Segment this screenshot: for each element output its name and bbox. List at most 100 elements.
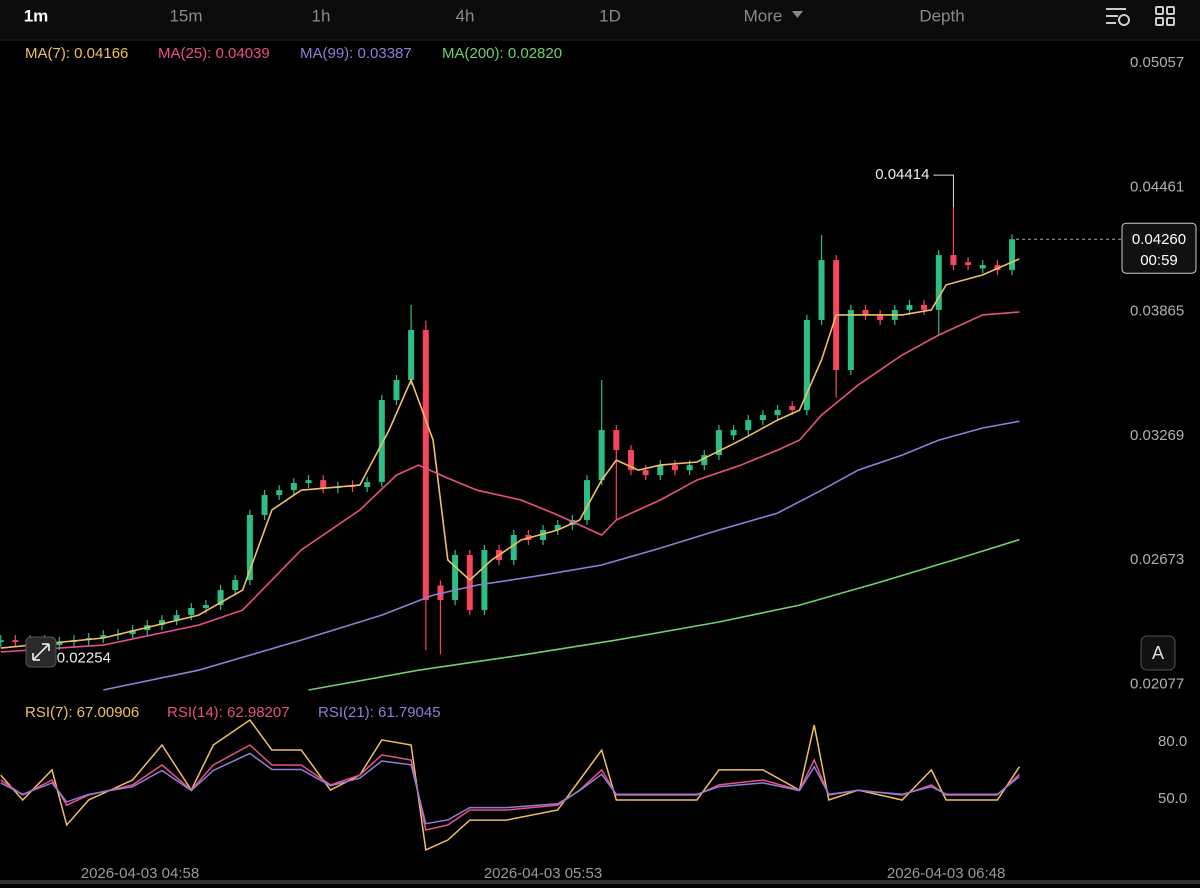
candle-body bbox=[232, 580, 239, 591]
y-tick-label: 80.0 bbox=[1158, 733, 1187, 750]
candle-body bbox=[979, 265, 986, 269]
candle-body bbox=[510, 535, 517, 561]
price-tag-label: 0.04260 bbox=[1132, 231, 1186, 248]
candle-body bbox=[12, 640, 19, 643]
candle-body bbox=[481, 550, 488, 611]
candle-body bbox=[598, 430, 605, 481]
candle-body bbox=[642, 470, 649, 476]
candle-body bbox=[422, 329, 429, 601]
candle-body bbox=[803, 319, 810, 411]
layout-icon[interactable] bbox=[1155, 6, 1175, 26]
candle-body bbox=[378, 400, 385, 483]
candle-body bbox=[906, 304, 913, 310]
candle-body bbox=[320, 480, 327, 489]
moving-average-line bbox=[0, 311, 1020, 653]
auto-scale-button[interactable]: A bbox=[1140, 635, 1176, 671]
candle-body bbox=[188, 608, 195, 616]
candle-body bbox=[261, 494, 268, 515]
candle-body bbox=[100, 635, 107, 639]
legend-entry: MA(25): 0.04039 bbox=[158, 45, 270, 62]
button-label[interactable]: A bbox=[1152, 643, 1164, 663]
y-tick-label: 0.05057 bbox=[1130, 54, 1184, 71]
candle-body bbox=[217, 590, 224, 606]
y-tick-label: 0.02077 bbox=[1130, 676, 1184, 693]
tab[interactable]: More bbox=[744, 6, 783, 25]
legend-entry: MA(99): 0.03387 bbox=[300, 45, 412, 62]
candle-body bbox=[202, 605, 209, 609]
x-tick-label: 2026-04-03 04:58 bbox=[81, 865, 199, 882]
dropdown-arrow bbox=[792, 11, 803, 18]
price-tag bbox=[1121, 222, 1197, 274]
candle-body bbox=[715, 430, 722, 456]
tab[interactable]: 1h bbox=[312, 6, 331, 25]
candle-body bbox=[540, 529, 547, 541]
y-tick-label: 0.03269 bbox=[1130, 427, 1184, 444]
candle-body bbox=[759, 415, 766, 421]
y-tick-label: 0.03865 bbox=[1130, 303, 1184, 320]
tab[interactable]: 1m bbox=[24, 6, 49, 25]
legend-entry: RSI(7): 67.00906 bbox=[25, 704, 139, 721]
candle-body bbox=[730, 430, 737, 436]
candle-body bbox=[671, 465, 678, 471]
legend-entry: RSI(21): 61.79045 bbox=[318, 704, 441, 721]
candle-body bbox=[965, 262, 972, 266]
legend-entry: RSI(14): 62.98207 bbox=[167, 704, 290, 721]
rsi-line bbox=[0, 752, 1020, 825]
rsi-line bbox=[0, 718, 1021, 851]
y-tick-label: 0.02673 bbox=[1130, 551, 1184, 568]
y-tick-label: 0.04461 bbox=[1130, 178, 1184, 195]
candle-body bbox=[627, 450, 634, 471]
candle-body bbox=[466, 555, 473, 611]
candle-body bbox=[408, 329, 415, 381]
settings-icon[interactable] bbox=[1106, 8, 1130, 26]
candle-body bbox=[452, 555, 459, 601]
candle-body bbox=[290, 483, 297, 491]
candle-body bbox=[935, 255, 942, 310]
legend-entry: MA(7): 0.04166 bbox=[25, 45, 128, 62]
candle-body bbox=[276, 490, 283, 495]
high-label: 0.04414 bbox=[875, 166, 929, 183]
candle-body bbox=[789, 406, 796, 411]
moving-average-line bbox=[308, 538, 1020, 691]
moving-average-line bbox=[0, 258, 1020, 649]
candle-body bbox=[877, 314, 884, 320]
expand-button[interactable] bbox=[25, 636, 57, 668]
candle-body bbox=[701, 455, 708, 466]
tab[interactable]: Depth bbox=[919, 6, 964, 25]
legend-entry: MA(200): 0.02820 bbox=[442, 45, 562, 62]
candle-body bbox=[158, 620, 165, 626]
candle-body bbox=[554, 524, 561, 530]
candle-body bbox=[246, 514, 253, 581]
candle-body bbox=[774, 410, 781, 416]
toolbar bbox=[0, 0, 1200, 40]
candle-body bbox=[305, 480, 312, 484]
candle-body bbox=[393, 380, 400, 401]
x-tick-label: 2026-04-03 06:48 bbox=[887, 865, 1005, 882]
candle-body bbox=[745, 420, 752, 431]
price-tag-countdown: 00:59 bbox=[1140, 252, 1178, 269]
candle-body bbox=[657, 465, 664, 476]
x-tick-label: 2026-04-03 05:53 bbox=[484, 865, 602, 882]
high-marker-line bbox=[933, 174, 954, 208]
tab[interactable]: 4h bbox=[456, 6, 475, 25]
candle-body bbox=[584, 480, 591, 520]
candle-body bbox=[364, 482, 371, 488]
candle-body bbox=[613, 430, 620, 451]
moving-average-line bbox=[103, 420, 1020, 691]
candle-body bbox=[847, 309, 854, 370]
tab[interactable]: 1D bbox=[599, 6, 621, 25]
candle-body bbox=[129, 630, 136, 635]
candle-body bbox=[921, 304, 928, 310]
candle-body bbox=[862, 309, 869, 315]
candle-body bbox=[0, 640, 4, 643]
candle-body bbox=[1009, 239, 1016, 271]
y-tick-label: 50.0 bbox=[1158, 790, 1187, 807]
candle-body bbox=[56, 642, 63, 646]
candle-body bbox=[950, 255, 957, 266]
tab[interactable]: 15m bbox=[169, 6, 202, 25]
low-label: 0.02254 bbox=[57, 650, 111, 667]
candle-body bbox=[686, 465, 693, 471]
candle-body bbox=[173, 615, 180, 621]
